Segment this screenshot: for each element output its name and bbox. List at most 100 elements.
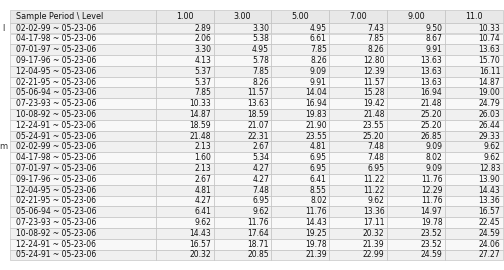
- Bar: [271, 163, 329, 174]
- Text: 21.48: 21.48: [190, 131, 211, 141]
- Bar: [10, 87, 156, 98]
- Text: 18.59: 18.59: [247, 110, 269, 119]
- Text: 2.67: 2.67: [195, 175, 211, 184]
- Text: 2.13: 2.13: [195, 164, 211, 173]
- Text: 14.43: 14.43: [190, 229, 211, 238]
- Text: 20.32: 20.32: [363, 229, 385, 238]
- Text: 2.13: 2.13: [195, 142, 211, 151]
- Text: 21.39: 21.39: [363, 239, 385, 249]
- Text: 9.62: 9.62: [252, 207, 269, 216]
- Text: l: l: [2, 23, 4, 33]
- Bar: [214, 33, 271, 44]
- Text: 7.85: 7.85: [252, 67, 269, 76]
- Text: 8.02: 8.02: [310, 196, 327, 205]
- Bar: [10, 206, 156, 217]
- Bar: [271, 141, 329, 152]
- Text: 8.26: 8.26: [310, 56, 327, 65]
- Bar: [387, 10, 445, 23]
- Bar: [156, 33, 214, 44]
- Bar: [271, 131, 329, 141]
- Bar: [271, 87, 329, 98]
- Bar: [271, 33, 329, 44]
- Text: 12-24-91 ~ 05-23-06: 12-24-91 ~ 05-23-06: [16, 121, 96, 130]
- Bar: [445, 98, 502, 109]
- Text: 12-04-95 ~ 05-23-06: 12-04-95 ~ 05-23-06: [16, 67, 96, 76]
- Text: 9.91: 9.91: [425, 45, 443, 54]
- Bar: [387, 23, 445, 33]
- Bar: [271, 44, 329, 55]
- Text: 22.31: 22.31: [247, 131, 269, 141]
- Bar: [214, 239, 271, 249]
- Text: 12.39: 12.39: [363, 67, 385, 76]
- Text: 07-23-93 ~ 05-23-06: 07-23-93 ~ 05-23-06: [16, 99, 96, 108]
- Bar: [387, 249, 445, 260]
- Bar: [10, 195, 156, 206]
- Text: 19.83: 19.83: [305, 110, 327, 119]
- Bar: [329, 33, 387, 44]
- Text: 02-02-99 ~ 05-23-06: 02-02-99 ~ 05-23-06: [16, 142, 96, 151]
- Bar: [214, 10, 271, 23]
- Text: 11.22: 11.22: [363, 175, 385, 184]
- Text: 6.61: 6.61: [310, 34, 327, 43]
- Text: 12.29: 12.29: [421, 185, 443, 195]
- Text: 5.34: 5.34: [252, 153, 269, 162]
- Text: 14.87: 14.87: [190, 110, 211, 119]
- Text: 6.95: 6.95: [367, 164, 385, 173]
- Text: 25.20: 25.20: [421, 110, 443, 119]
- Text: 19.25: 19.25: [305, 229, 327, 238]
- Bar: [10, 10, 156, 23]
- Bar: [329, 120, 387, 131]
- Bar: [214, 77, 271, 87]
- Bar: [387, 109, 445, 120]
- Text: 16.11: 16.11: [479, 67, 500, 76]
- Text: 1.60: 1.60: [195, 153, 211, 162]
- Bar: [271, 77, 329, 87]
- Bar: [156, 10, 214, 23]
- Text: 4.27: 4.27: [195, 196, 211, 205]
- Text: 7.00: 7.00: [349, 12, 367, 21]
- Bar: [214, 131, 271, 141]
- Bar: [156, 217, 214, 228]
- Text: 23.52: 23.52: [421, 239, 443, 249]
- Bar: [329, 174, 387, 185]
- Text: 23.55: 23.55: [305, 131, 327, 141]
- Bar: [271, 195, 329, 206]
- Text: 7.85: 7.85: [195, 88, 211, 97]
- Text: 02-21-95 ~ 05-23-06: 02-21-95 ~ 05-23-06: [16, 77, 96, 87]
- Text: 11.76: 11.76: [247, 218, 269, 227]
- Text: 10-08-92 ~ 05-23-06: 10-08-92 ~ 05-23-06: [16, 110, 96, 119]
- Text: 1.00: 1.00: [176, 12, 194, 21]
- Text: 24.79: 24.79: [478, 99, 500, 108]
- Text: 19.78: 19.78: [421, 218, 443, 227]
- Text: 4.95: 4.95: [252, 45, 269, 54]
- Bar: [156, 249, 214, 260]
- Bar: [445, 87, 502, 98]
- Text: Sample Period \ Level: Sample Period \ Level: [16, 12, 103, 21]
- Text: 14.97: 14.97: [421, 207, 443, 216]
- Bar: [329, 77, 387, 87]
- Bar: [214, 141, 271, 152]
- Bar: [329, 163, 387, 174]
- Text: 6.41: 6.41: [310, 175, 327, 184]
- Bar: [445, 66, 502, 77]
- Bar: [271, 206, 329, 217]
- Bar: [445, 195, 502, 206]
- Bar: [445, 174, 502, 185]
- Text: 07-23-93 ~ 05-23-06: 07-23-93 ~ 05-23-06: [16, 218, 96, 227]
- Text: 12-24-91 ~ 05-23-06: 12-24-91 ~ 05-23-06: [16, 239, 96, 249]
- Text: 19.00: 19.00: [478, 88, 500, 97]
- Bar: [445, 33, 502, 44]
- Bar: [214, 152, 271, 163]
- Bar: [387, 55, 445, 66]
- Bar: [445, 206, 502, 217]
- Text: 21.48: 21.48: [363, 110, 385, 119]
- Text: 4.27: 4.27: [252, 164, 269, 173]
- Text: 02-02-99 ~ 05-23-06: 02-02-99 ~ 05-23-06: [16, 23, 96, 33]
- Bar: [387, 66, 445, 77]
- Bar: [329, 87, 387, 98]
- Bar: [445, 249, 502, 260]
- Bar: [387, 163, 445, 174]
- Bar: [329, 185, 387, 195]
- Bar: [10, 239, 156, 249]
- Bar: [214, 217, 271, 228]
